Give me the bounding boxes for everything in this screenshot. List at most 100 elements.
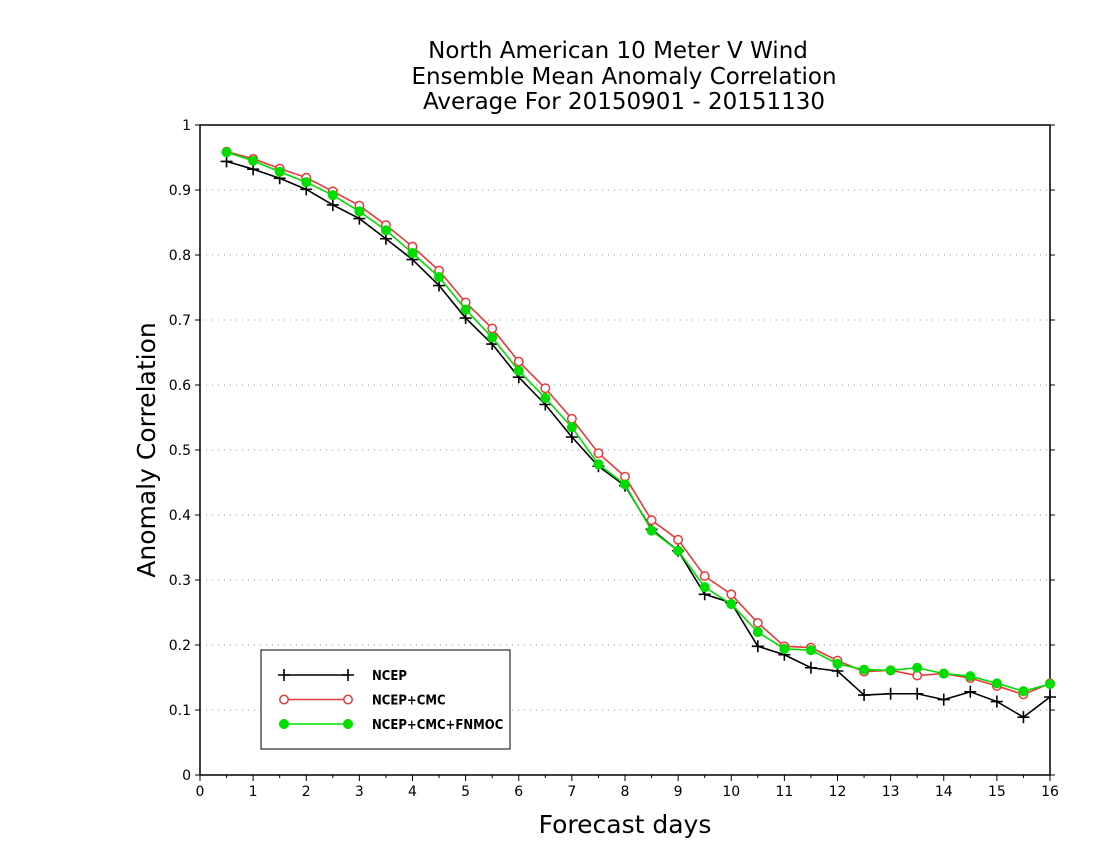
data-point-filled-circle (646, 525, 657, 536)
chart-title-line-2: Ensemble Mean Anomaly Correlation (411, 64, 836, 90)
chart-title-line-3: Average For 20150901 - 20151130 (423, 89, 825, 115)
legend-item: NCEP+CMC+FNMOC (278, 718, 503, 733)
data-point-open-circle (540, 383, 551, 394)
data-point-filled-circle (938, 668, 949, 679)
y-tick-label: 0.3 (169, 573, 191, 589)
data-point-open-circle (513, 356, 524, 367)
data-point-plus (937, 693, 950, 706)
data-point-filled-circle (248, 155, 259, 166)
legend-items: NCEP NCEP+CMC NCEP+CMC+FNMOC (278, 669, 503, 733)
data-point-filled-circle (619, 479, 631, 490)
y-tick-label: 0.5 (169, 443, 191, 459)
x-tick-label: 13 (882, 784, 900, 800)
data-point-filled-circle (699, 582, 710, 593)
x-tick-label: 11 (775, 784, 793, 800)
data-point-filled-circle (274, 166, 285, 177)
y-axis-title: Anomaly Correlation (132, 322, 161, 577)
x-tick-label: 3 (355, 784, 364, 800)
x-tick-label: 12 (829, 784, 847, 800)
y-tick-label: 0.9 (169, 183, 191, 199)
x-tick-label: 6 (514, 784, 523, 800)
data-point-plus (751, 640, 764, 653)
data-point-filled-circle (407, 248, 418, 259)
data-point-open-circle (343, 694, 353, 705)
data-point-plus (342, 669, 354, 681)
data-point-filled-circle (342, 718, 354, 730)
data-point-plus (1044, 691, 1056, 703)
y-tick-label: 1 (182, 118, 191, 134)
x-tick-label: 9 (674, 784, 683, 800)
data-point-filled-circle (805, 645, 816, 656)
series-layer (220, 146, 1056, 724)
y-tick-label: 0 (182, 768, 191, 784)
data-point-open-circle (752, 617, 763, 628)
series-ncep (220, 155, 1056, 724)
data-point-open-circle (593, 448, 604, 459)
x-tick-label: 14 (935, 784, 953, 800)
y-tick-label: 0.4 (169, 508, 191, 524)
series-ncep-cmc-fnmoc (221, 147, 1056, 697)
gridlines (200, 189, 1050, 711)
data-point-open-circle (673, 534, 684, 545)
data-point-open-circle (487, 323, 498, 334)
y-tick-label: 0.2 (169, 638, 191, 654)
series-line (226, 150, 1051, 696)
data-point-plus (278, 669, 290, 681)
x-tick-label: 8 (621, 784, 630, 800)
x-tick-label: 4 (408, 784, 417, 800)
data-point-filled-circle (912, 662, 923, 673)
data-point-plus (884, 687, 897, 700)
x-axis-title: Forecast days (539, 810, 712, 839)
data-point-filled-circle (965, 671, 976, 682)
x-tick-label: 7 (567, 784, 576, 800)
legend-label: NCEP+CMC+FNMOC (372, 718, 503, 733)
legend-label: NCEP (372, 669, 407, 684)
data-point-filled-circle (513, 365, 524, 376)
x-tick-label: 5 (461, 784, 470, 800)
series-ncep-cmc (221, 146, 1055, 700)
data-point-filled-circle (859, 664, 870, 675)
data-point-filled-circle (221, 147, 232, 158)
data-point-plus (858, 689, 871, 702)
data-point-open-circle (646, 515, 657, 526)
y-tick-label: 0.6 (169, 378, 191, 394)
data-point-open-circle (566, 413, 577, 424)
data-point-plus (804, 661, 817, 674)
axis-ticks: 00.10.20.30.40.50.60.70.80.910 1 2 3 4 5 6 7 8 9 1… (169, 118, 1059, 800)
x-tick-label: 0 (196, 784, 205, 800)
data-point-filled-circle (779, 643, 790, 654)
x-tick-label: 15 (988, 784, 1006, 800)
x-tick-label: 2 (302, 784, 311, 800)
legend-item: NCEP+CMC (279, 694, 446, 709)
data-point-filled-circle (301, 177, 312, 188)
data-point-filled-circle (327, 190, 338, 201)
data-point-plus (964, 685, 977, 698)
x-tick-label: 10 (722, 784, 740, 800)
x-tick-label: 16 (1041, 784, 1059, 800)
series-line (226, 151, 1051, 692)
data-point-open-circle (726, 589, 737, 600)
chart-title-line-1: North American 10 Meter V Wind (428, 38, 808, 64)
data-point-filled-circle (726, 599, 737, 610)
data-point-filled-circle (354, 206, 365, 217)
y-tick-label: 0.8 (169, 248, 191, 264)
data-point-filled-circle (752, 626, 763, 638)
series-line (226, 160, 1051, 719)
legend-label: NCEP+CMC (372, 694, 446, 709)
data-point-filled-circle (1044, 678, 1056, 690)
data-point-open-circle (699, 571, 710, 582)
x-tick-label: 1 (249, 784, 258, 800)
data-point-filled-circle (1018, 686, 1029, 697)
data-point-filled-circle (673, 545, 684, 556)
data-point-filled-circle (487, 332, 498, 343)
chart-title: North American 10 Meter V Wind Ensemble … (411, 38, 836, 115)
data-point-filled-circle (540, 392, 551, 404)
data-point-filled-circle (885, 665, 896, 676)
data-point-filled-circle (566, 422, 577, 433)
data-point-plus (990, 695, 1003, 708)
data-point-filled-circle (278, 718, 290, 730)
data-point-filled-circle (460, 304, 471, 315)
data-point-plus (326, 198, 339, 211)
data-point-filled-circle (593, 459, 604, 470)
